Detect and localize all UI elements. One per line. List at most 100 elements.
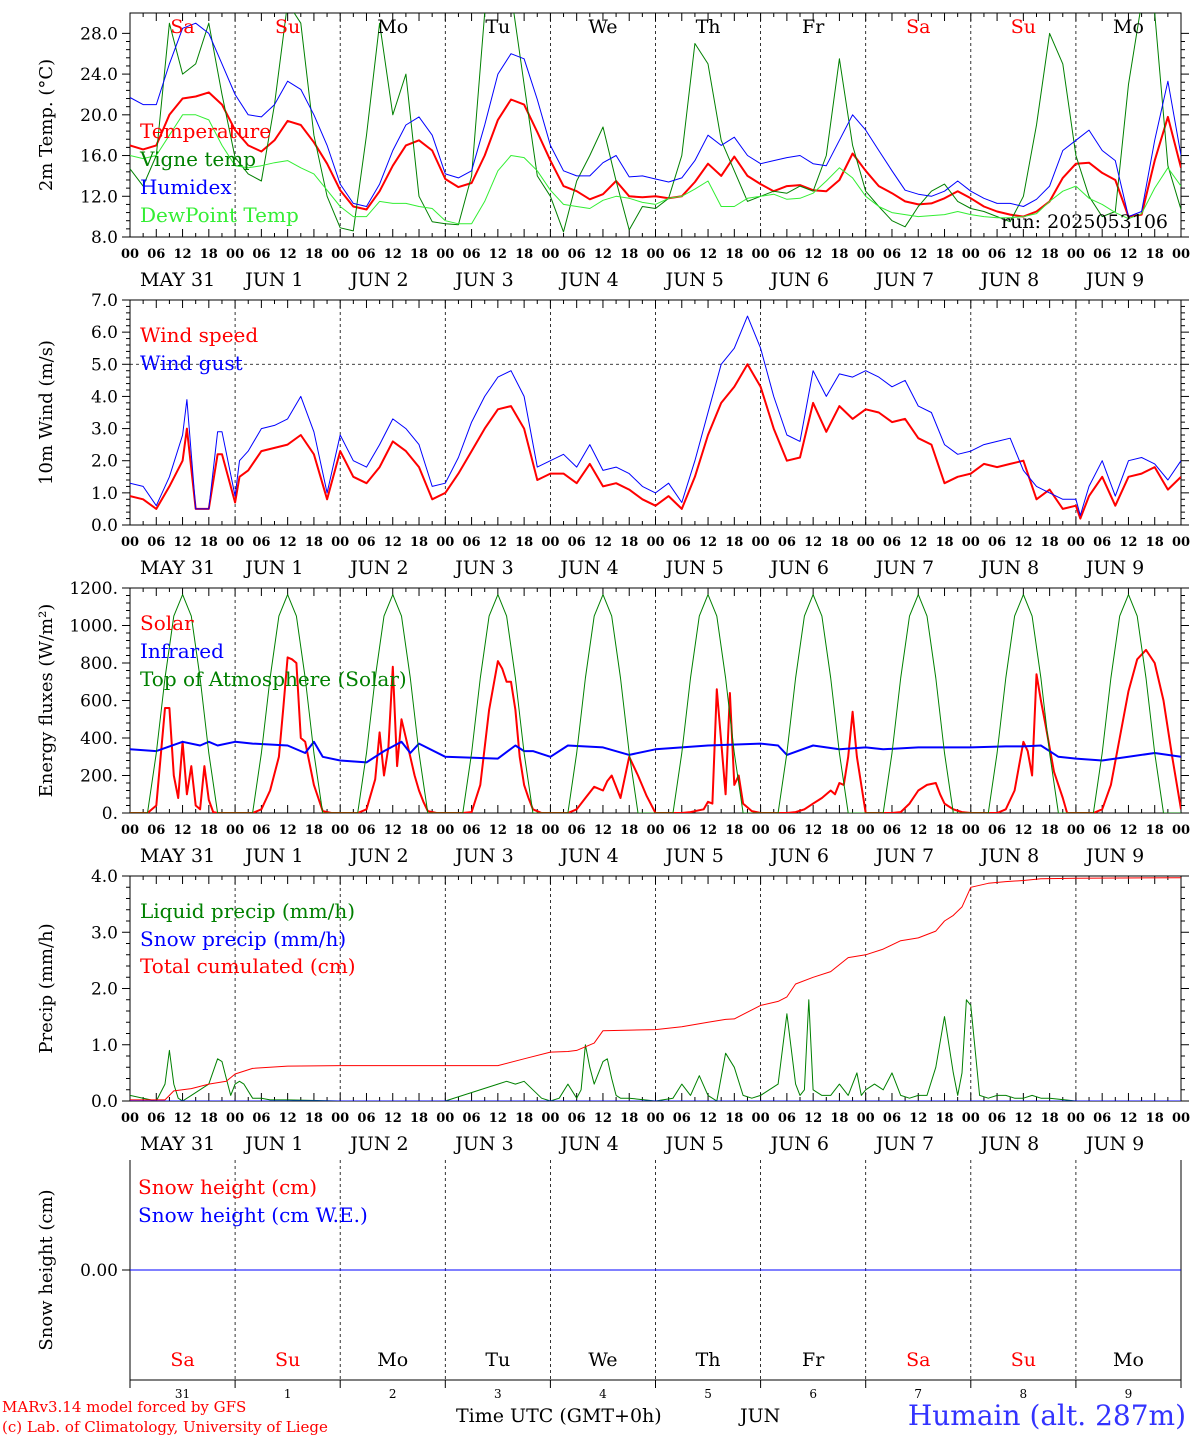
y-tick-label: 2.0 [91, 452, 118, 472]
date-label: JUN 5 [664, 557, 724, 579]
hour-tick-label: 18 [620, 823, 638, 838]
hour-tick-label: 12 [909, 823, 927, 838]
day-name: Th [696, 16, 721, 38]
hour-tick-label: 06 [463, 1111, 481, 1126]
y-tick-label: 16.0 [80, 147, 118, 167]
hour-tick-label: 00 [226, 1111, 244, 1126]
date-label: JUN 7 [874, 269, 934, 291]
legend-entry: Infrared [140, 639, 224, 663]
hour-tick-label: 00 [436, 1111, 454, 1126]
hour-tick-label: 06 [147, 823, 165, 838]
legend-entry: Solar [140, 611, 194, 635]
hour-tick-label: 18 [1041, 535, 1059, 550]
hour-tick-label: 18 [935, 535, 953, 550]
day-name: We [588, 16, 617, 38]
day-name: Fr [802, 16, 825, 38]
series-line-temperature [130, 13, 1181, 233]
y-axis-title: Precip (mm/h) [36, 923, 57, 1053]
hour-tick-label: 12 [489, 535, 507, 550]
hour-tick-label: 12 [489, 247, 507, 262]
hour-tick-label: 06 [568, 535, 586, 550]
date-label: JUN 2 [348, 557, 408, 579]
hour-tick-label: 18 [830, 1111, 848, 1126]
date-label: JUN 6 [769, 557, 829, 579]
footer-axis-title: Time UTC (GMT+0h) [456, 1405, 662, 1427]
hour-tick-label: 12 [174, 823, 192, 838]
date-label: MAY 31 [140, 1133, 215, 1155]
hour-tick-label: 06 [568, 1111, 586, 1126]
y-tick-label: 12.0 [80, 187, 118, 207]
y-tick-label: 20.0 [80, 106, 118, 126]
y-tick-label: 4.0 [91, 387, 118, 407]
hour-tick-label: 12 [699, 247, 717, 262]
hour-tick-label: 12 [1119, 247, 1137, 262]
hour-tick-label: 00 [436, 247, 454, 262]
y-tick-label: 1200. [69, 579, 118, 599]
hour-tick-label: 12 [804, 1111, 822, 1126]
hour-tick-label: 00 [752, 823, 770, 838]
hour-tick-label: 00 [1067, 247, 1085, 262]
hour-tick-label: 18 [1041, 823, 1059, 838]
day-name: Su [275, 1349, 300, 1371]
legend-entry: Liquid precip (mm/h) [140, 899, 355, 923]
hour-tick-label: 18 [1146, 823, 1164, 838]
day-name: Mo [377, 1349, 408, 1371]
hour-tick-label: 18 [410, 535, 428, 550]
hour-tick-label: 06 [463, 535, 481, 550]
day-number: 3 [494, 1387, 502, 1401]
hour-tick-label: 18 [305, 823, 323, 838]
hour-tick-label: 00 [1067, 535, 1085, 550]
hour-tick-label: 06 [673, 1111, 691, 1126]
y-axis-title: Snow height (cm) [36, 1189, 57, 1350]
date-label: JUN 9 [1084, 845, 1144, 867]
day-number: 31 [175, 1387, 190, 1401]
hour-tick-label: 12 [384, 247, 402, 262]
hour-tick-label: 06 [357, 535, 375, 550]
hour-tick-label: 00 [226, 535, 244, 550]
series-line-energy [130, 594, 1181, 813]
hour-tick-label: 06 [883, 535, 901, 550]
hour-tick-label: 12 [1014, 823, 1032, 838]
date-label: JUN 2 [348, 845, 408, 867]
date-label: JUN 4 [558, 845, 618, 867]
day-number: 1 [284, 1387, 292, 1401]
hour-tick-label: 00 [1067, 823, 1085, 838]
legend-entry: Snow height (cm) [138, 1175, 317, 1199]
hour-tick-label: 00 [331, 535, 349, 550]
hour-tick-label: 06 [1093, 247, 1111, 262]
hour-tick-label: 12 [1014, 247, 1032, 262]
hour-tick-label: 06 [778, 535, 796, 550]
hour-tick-label: 06 [778, 823, 796, 838]
hour-tick-label: 06 [883, 247, 901, 262]
series-line-precip [130, 877, 1181, 1101]
y-tick-label: 6.0 [91, 323, 118, 343]
day-name: Sa [906, 16, 930, 38]
hour-tick-label: 18 [1146, 247, 1164, 262]
hour-tick-label: 00 [541, 247, 559, 262]
hour-tick-label: 00 [1172, 823, 1190, 838]
hour-tick-label: 00 [331, 1111, 349, 1126]
footer-month: JUN [740, 1405, 781, 1427]
series-line-wind [130, 315, 1181, 516]
hour-tick-label: 00 [541, 1111, 559, 1126]
hour-tick-label: 12 [909, 1111, 927, 1126]
date-label: JUN 1 [243, 1133, 303, 1155]
hour-tick-label: 12 [1119, 823, 1137, 838]
hour-tick-label: 00 [331, 823, 349, 838]
date-label: JUN 4 [558, 1133, 618, 1155]
legend-entry: Wind speed [140, 323, 258, 347]
hour-tick-label: 18 [935, 1111, 953, 1126]
hour-tick-label: 00 [121, 823, 139, 838]
hour-tick-label: 18 [200, 1111, 218, 1126]
hour-tick-label: 18 [515, 823, 533, 838]
hour-tick-label: 18 [830, 823, 848, 838]
hour-tick-label: 00 [541, 823, 559, 838]
y-tick-label: 0.0 [91, 1092, 118, 1112]
hour-tick-label: 12 [279, 247, 297, 262]
hour-tick-label: 18 [305, 247, 323, 262]
day-name: Th [696, 1349, 721, 1371]
y-tick-label: 7.0 [91, 291, 118, 311]
y-tick-label: 400. [80, 729, 118, 749]
date-label: JUN 1 [243, 845, 303, 867]
hour-tick-label: 06 [147, 535, 165, 550]
